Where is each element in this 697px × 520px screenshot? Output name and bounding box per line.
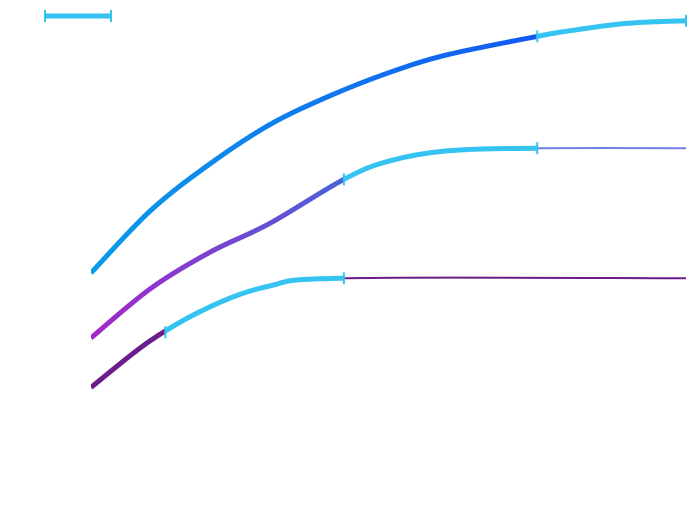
series-3: [91, 275, 686, 390]
series-2-tail: [537, 147, 686, 150]
series-1: [91, 18, 686, 275]
series-3-tail: [343, 276, 686, 280]
series-1-line: [91, 33, 538, 275]
series-2-highlight: [343, 145, 538, 183]
series-3-line: [91, 328, 166, 390]
series-1-highlight: [537, 18, 686, 39]
series-2: [91, 145, 686, 340]
series-2-line: [91, 176, 344, 340]
series-3-highlight: [165, 275, 344, 334]
